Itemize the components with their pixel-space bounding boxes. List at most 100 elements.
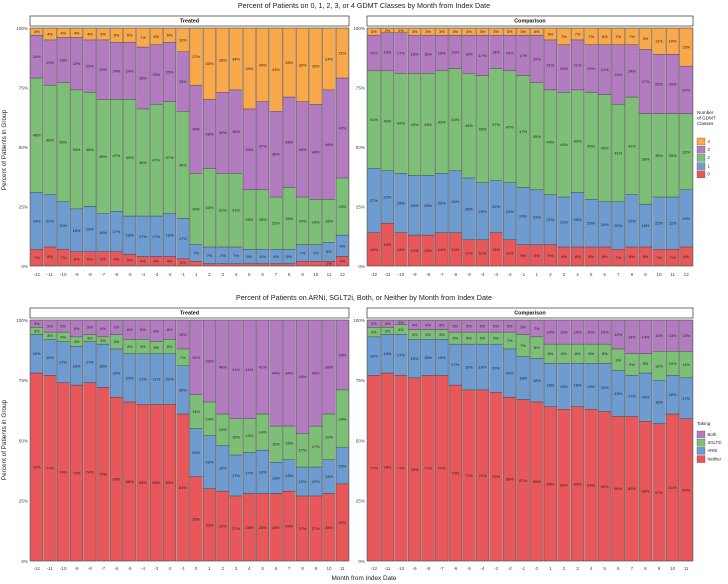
data-label: 45% [179,162,187,167]
data-label: 77% [424,466,432,471]
data-label: 20% [601,385,609,390]
data-label: 13% [219,427,227,432]
legend-swatch [696,154,706,162]
panel-treated: Treated0%25%50%75%100%7%24%48%18%3%-128%… [16,15,350,277]
data-label: 7% [34,255,40,260]
data-label: 17% [397,50,405,55]
data-label: 15% [46,355,54,360]
data-label: 64% [546,481,554,486]
data-label: 6% [520,325,526,330]
x-tick-label: 10 [327,566,333,571]
data-label: 16% [669,392,677,397]
data-label: 47% [166,155,174,160]
legend-swatch [696,137,706,146]
data-label: 60% [628,486,636,491]
data-label: 20% [299,218,307,223]
data-label: 21% [574,62,582,67]
data-label: 50% [73,147,81,152]
data-label: 21% [139,377,147,382]
bar-segment [296,261,309,267]
x-tick-label: 5 [261,566,264,571]
x-tick-label: 10 [656,272,662,277]
data-label: 20% [126,375,134,380]
data-label: 23% [614,72,622,77]
x-tick-label: -3 [154,566,159,571]
data-label: 24% [628,68,636,73]
x-tick-label: 4 [248,566,251,571]
data-label: 14% [451,247,459,252]
x-tick-label: -11 [47,272,54,277]
data-label: 17% [245,471,253,476]
data-label: 25% [655,81,663,86]
x-tick-label: -9 [412,272,417,277]
data-label: 8% [629,254,635,259]
data-label: 27% [192,54,200,59]
data-label: 29% [219,524,227,529]
data-label: 17% [112,229,120,234]
x-tick-label: 10 [670,566,676,571]
data-label: 35% [655,153,663,158]
data-label: 8% [602,351,608,356]
data-label: 41% [245,367,253,372]
data-label: 14% [259,430,267,435]
data-label: 26% [451,199,459,204]
legend-swatch [696,447,706,455]
data-label: 78% [383,465,391,470]
data-label: 4% [87,31,93,36]
data-label: 22% [492,204,500,209]
data-label: 22% [73,61,81,66]
legend: Taking Both SGLT2i ARNi Neither [696,421,722,463]
x-tick-label: 7 [288,566,291,571]
data-label: 13% [682,333,690,338]
data-label: 19% [86,227,94,232]
data-label: 18% [73,228,81,233]
data-label: 14% [397,247,405,252]
data-label: 8% [561,254,567,259]
legend-title: Number of GDMT Classes [697,110,716,126]
data-label: 19% [614,391,622,396]
data-label: 4% [74,30,80,35]
y-tick-label: 0% [21,264,28,269]
panel-title: Comparison [514,311,545,317]
data-label: 14% [370,247,378,252]
data-label: 14% [492,247,500,252]
data-label: 66% [126,479,134,484]
y-tick-label: 25% [19,204,28,209]
data-label: 18% [99,363,107,368]
y-tick-label: 0% [358,559,365,564]
data-label: 36% [272,152,280,157]
data-label: 8% [561,351,567,356]
x-tick-label: -4 [480,566,485,571]
data-label: 44% [465,123,473,128]
data-label: 4% [114,339,120,344]
y-tick-label: 25% [356,499,365,504]
data-label: 14% [492,49,500,54]
data-label: 25% [245,217,253,222]
data-label: 4% [167,259,173,264]
x-tick-label: -10 [60,566,67,571]
data-label: 3% [385,321,391,326]
data-label: 38% [642,156,650,161]
data-label: 31% [232,208,240,213]
data-label: 8% [326,249,332,254]
data-label: 25% [411,203,419,208]
data-label: 44% [560,142,568,147]
x-tick-label: 7 [631,566,634,571]
panel-strip [366,307,694,319]
data-label: 19% [560,384,568,389]
data-label: 15% [370,50,378,55]
data-label: 34% [219,130,227,135]
x-tick-label: -10 [398,566,405,571]
x-tick-label: 1 [195,272,198,277]
data-label: 9% [548,253,554,258]
data-label: 30% [192,206,200,211]
x-tick-label: -4 [141,272,146,277]
data-label: 9% [340,243,346,248]
x-tick-label: -6 [453,272,458,277]
data-label: 7% [615,255,621,260]
data-label: 24% [519,214,527,219]
x-tick-label: 3 [576,566,579,571]
x-tick-label: -2 [508,272,513,277]
data-label: 34% [245,66,253,71]
x-tick-label: 3 [235,566,238,571]
